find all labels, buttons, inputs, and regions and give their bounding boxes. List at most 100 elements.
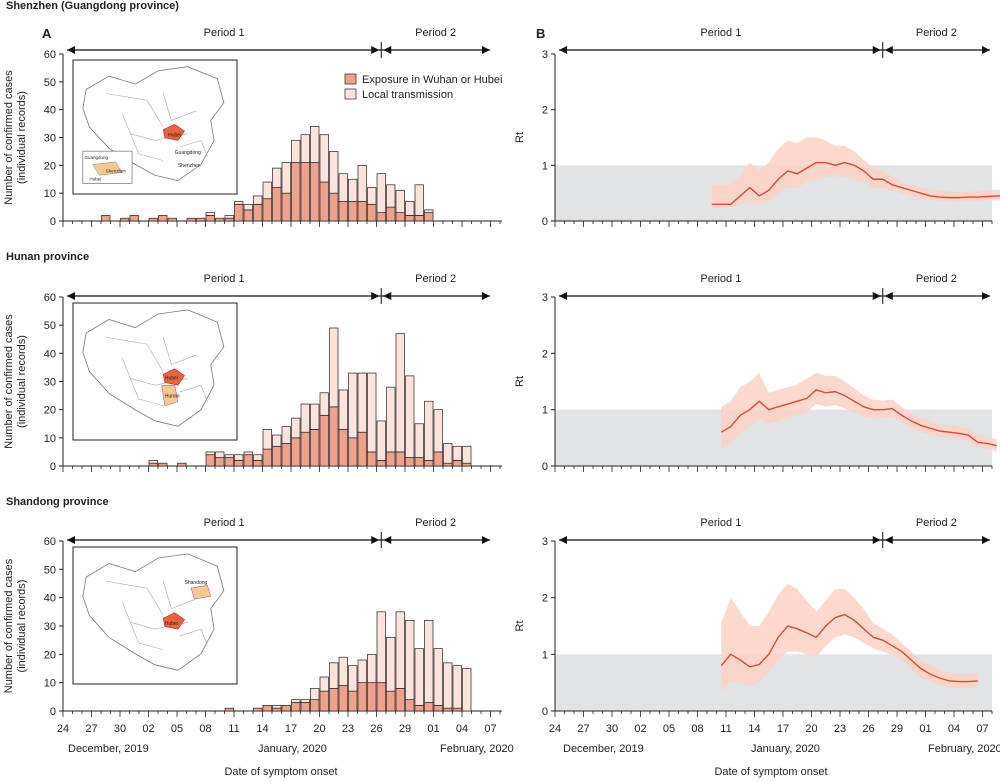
arrowhead bbox=[482, 536, 490, 544]
rt-y-tick-label: 3 bbox=[542, 292, 548, 304]
arrowhead bbox=[559, 292, 567, 300]
rt-y-tick-label: 0 bbox=[542, 216, 548, 228]
hubei-region bbox=[162, 612, 185, 630]
map-label-guangdong: Guangdong bbox=[175, 150, 201, 156]
bar-local bbox=[376, 611, 386, 684]
rt-line bbox=[720, 389, 997, 447]
bar-local bbox=[414, 648, 424, 706]
period-1-label: Period 1 bbox=[700, 273, 741, 285]
bar-exposure bbox=[424, 702, 434, 712]
y-tick-label: 60 bbox=[44, 49, 56, 61]
bar-local bbox=[272, 167, 282, 188]
rt-y-tick-label: 3 bbox=[542, 49, 548, 61]
bar-exposure bbox=[224, 457, 234, 467]
panel-b-row-1: 0 1 2 3 Rt Period 1 Period 2 bbox=[514, 27, 1000, 228]
province-border bbox=[121, 601, 164, 651]
bar-exposure bbox=[158, 462, 168, 467]
bar-exposure bbox=[452, 707, 462, 712]
bar-local bbox=[319, 676, 329, 692]
bar-local bbox=[224, 454, 234, 458]
bar-local bbox=[386, 636, 396, 692]
bar-exposure bbox=[433, 451, 443, 467]
bar-exposure bbox=[215, 457, 225, 467]
rt-y-tick-label: 0 bbox=[542, 461, 548, 473]
bar-exposure bbox=[262, 704, 272, 712]
bar-exposure bbox=[101, 215, 111, 222]
bar-exposure bbox=[262, 448, 272, 467]
bar-local bbox=[300, 699, 310, 703]
arrowhead bbox=[67, 536, 75, 544]
y-tick-label: 40 bbox=[44, 348, 56, 360]
province-border bbox=[105, 580, 164, 616]
map-label-hubei: Hubei bbox=[165, 376, 178, 382]
rt-x-tick-label: 14 bbox=[748, 723, 760, 735]
month-label-january: January, 2020 bbox=[258, 743, 327, 755]
bar-exposure bbox=[215, 217, 225, 222]
bar-exposure bbox=[443, 707, 453, 712]
rt-x-tick-label: 04 bbox=[948, 723, 960, 735]
province-border bbox=[105, 336, 164, 372]
period-1-label: Period 1 bbox=[700, 27, 741, 39]
bar-local bbox=[424, 209, 434, 214]
rt-x-tick-label: 23 bbox=[834, 723, 846, 735]
rt-y-axis-label: Rt bbox=[514, 132, 526, 143]
arrowhead bbox=[383, 292, 392, 300]
arrowhead bbox=[872, 536, 881, 544]
rt-y-tick-label: 3 bbox=[542, 536, 548, 548]
province-border bbox=[179, 140, 208, 157]
y-tick-label: 30 bbox=[44, 621, 56, 633]
x-axis-label: Date of symptom onset bbox=[224, 766, 337, 778]
x-tick-label: 02 bbox=[142, 723, 154, 735]
y-tick-label: 20 bbox=[44, 160, 56, 172]
rt-x-tick-label: 30 bbox=[606, 723, 618, 735]
bar-exposure bbox=[338, 429, 348, 467]
bar-exposure bbox=[405, 457, 415, 467]
y-tick-label: 20 bbox=[44, 649, 56, 661]
bar-local bbox=[281, 426, 291, 444]
bar-local bbox=[300, 134, 310, 163]
rt-confidence-band bbox=[711, 137, 1000, 208]
rt-x-tick-label: 07 bbox=[976, 723, 988, 735]
bar-local bbox=[291, 139, 301, 163]
rt-x-tick-label: 26 bbox=[862, 723, 874, 735]
map-label-hubei: Hubei bbox=[165, 621, 178, 627]
bar-exposure bbox=[405, 699, 415, 712]
bar-exposure bbox=[338, 201, 348, 222]
bar-exposure bbox=[376, 212, 386, 222]
panel-a-row-2: Hunan province 0 10 20 30 40 50 60 Number of con… bbox=[3, 251, 502, 473]
bar-local bbox=[462, 668, 472, 712]
x-tick-label: 11 bbox=[228, 723, 239, 735]
bar-local bbox=[348, 372, 358, 439]
inset-label-hubei: Hubei bbox=[89, 177, 101, 182]
bar-exposure bbox=[291, 702, 301, 712]
arrowhead bbox=[884, 46, 893, 54]
panel-b-row-2: 0 1 2 3 Rt Period 1 Period 2 bbox=[514, 273, 997, 473]
rt-line bbox=[720, 613, 978, 683]
bar-exposure bbox=[462, 462, 472, 467]
province-border bbox=[179, 628, 208, 646]
x-tick-label: 29 bbox=[399, 723, 411, 735]
bar-exposure bbox=[243, 454, 253, 467]
y-tick-label: 30 bbox=[44, 133, 56, 145]
bar-local bbox=[205, 451, 215, 456]
rt-x-tick-label: 27 bbox=[577, 723, 589, 735]
arrowhead bbox=[67, 292, 75, 300]
rt-y-tick-label: 2 bbox=[542, 348, 548, 360]
bar-exposure bbox=[376, 460, 386, 467]
bar-local bbox=[433, 648, 443, 706]
rt-line bbox=[711, 161, 1000, 205]
rt-x-tick-label: 17 bbox=[777, 723, 789, 735]
bar-exposure bbox=[253, 460, 263, 467]
bar-exposure bbox=[234, 203, 244, 222]
bar-local bbox=[338, 389, 348, 430]
bar-local bbox=[224, 215, 234, 219]
period-1-label: Period 1 bbox=[700, 517, 741, 529]
bar-local bbox=[357, 659, 367, 684]
x-tick-label: 17 bbox=[285, 723, 297, 735]
arrowhead bbox=[982, 536, 990, 544]
bar-local bbox=[348, 665, 358, 692]
arrowhead bbox=[982, 46, 990, 54]
bar-exposure bbox=[186, 217, 196, 222]
y-tick-label: 50 bbox=[44, 564, 56, 576]
